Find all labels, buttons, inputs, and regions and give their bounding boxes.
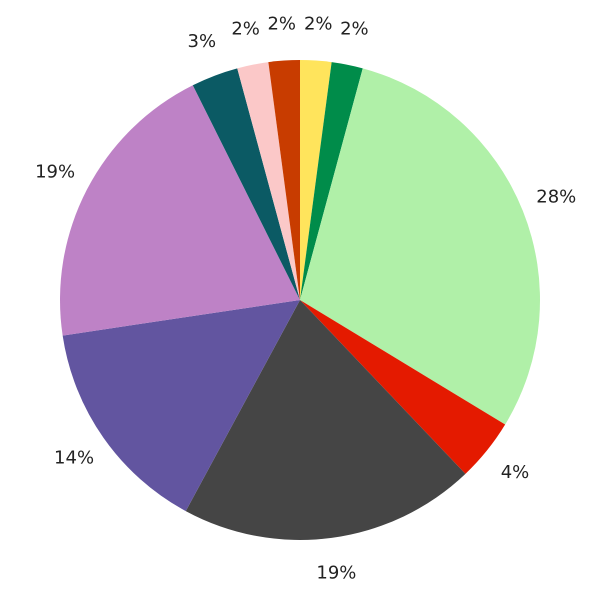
slice-label: 3%: [188, 31, 217, 52]
pie-slice: [185, 300, 466, 540]
slice-label: 2%: [231, 18, 260, 39]
pie-slice: [268, 60, 300, 300]
pie-slice: [300, 300, 506, 474]
slice-label: 28%: [536, 187, 576, 208]
slice-label: 2%: [267, 14, 296, 35]
slice-label: 19%: [35, 162, 75, 183]
slice-label: 4%: [501, 462, 530, 483]
pie-slice: [62, 300, 300, 512]
pie-slice: [59, 85, 300, 336]
pie-slice: [300, 62, 363, 301]
pie-slice: [300, 60, 332, 300]
slice-label: 14%: [54, 448, 94, 469]
pie-slice: [300, 68, 540, 425]
pie-slice: [192, 68, 300, 301]
slice-label: 19%: [316, 563, 356, 584]
pie-slice: [237, 62, 300, 301]
slice-label: 2%: [340, 18, 369, 39]
slice-label: 2%: [304, 14, 333, 35]
